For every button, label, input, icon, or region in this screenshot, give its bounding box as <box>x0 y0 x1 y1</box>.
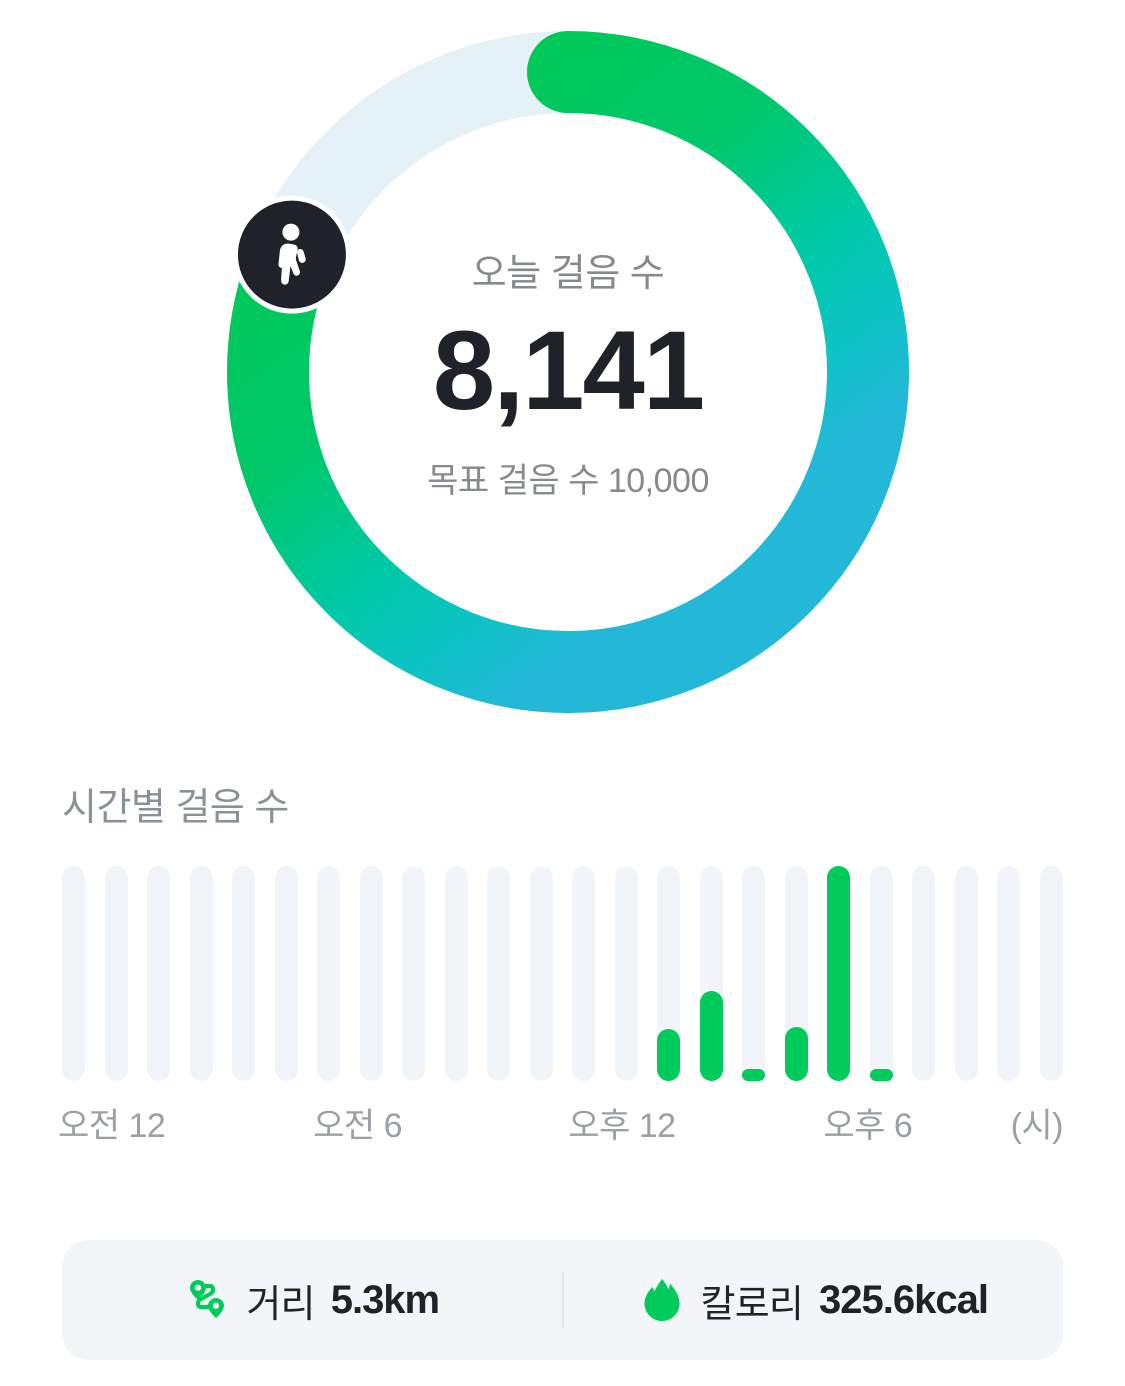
hourly-chart-title: 시간별 걸음 수 <box>62 787 289 829</box>
hour-bar-23[interactable] <box>1039 866 1063 1081</box>
steps-progress-ring[interactable]: 오늘 걸음 수 8,141 목표 걸음 수 10,000 <box>218 22 918 722</box>
bar-track <box>997 866 1021 1081</box>
bar-track <box>572 866 596 1081</box>
bar-fill <box>657 1028 681 1081</box>
hour-bar-16[interactable] <box>742 866 766 1081</box>
bar-fill <box>784 1027 808 1081</box>
hour-bar-17[interactable] <box>784 866 808 1081</box>
bar-track <box>232 866 256 1081</box>
bar-track <box>274 866 298 1081</box>
hour-bar-21[interactable] <box>954 866 978 1081</box>
steps-value: 8,141 <box>432 308 705 433</box>
distance-label: 거리 <box>246 1283 315 1326</box>
hour-bar-12[interactable] <box>572 866 596 1081</box>
axis-label-18: 오후 6 <box>823 1107 913 1145</box>
bar-fill <box>827 866 851 1081</box>
axis-unit-label: (시) <box>1010 1107 1064 1145</box>
hour-bar-8[interactable] <box>402 866 426 1081</box>
route-pin-icon <box>184 1277 230 1323</box>
bar-fill <box>699 991 723 1081</box>
steps-goal: 목표 걸음 수 10,000 <box>427 462 709 500</box>
hour-bar-3[interactable] <box>189 866 213 1081</box>
hour-bar-0[interactable] <box>62 866 85 1081</box>
stats-divider <box>561 1272 564 1328</box>
hour-bar-2[interactable] <box>147 866 171 1081</box>
hour-bar-20[interactable] <box>912 866 936 1081</box>
hour-bar-22[interactable] <box>997 866 1021 1081</box>
bar-track <box>742 866 766 1081</box>
bar-track <box>104 866 128 1081</box>
bar-track <box>954 866 978 1081</box>
hour-bar-5[interactable] <box>274 866 298 1081</box>
steps-label: 오늘 걸음 수 <box>471 253 665 295</box>
hour-bar-14[interactable] <box>657 866 681 1081</box>
ring-progress-arc <box>227 31 909 713</box>
bar-fill <box>869 1069 893 1081</box>
bar-track <box>869 866 893 1081</box>
hour-bar-9[interactable] <box>444 866 468 1081</box>
bar-track <box>912 866 936 1081</box>
hourly-bar-chart[interactable] <box>62 866 1063 1081</box>
calories-value: 325.6kcal <box>819 1277 989 1322</box>
bar-track <box>1039 866 1063 1081</box>
distance-value: 5.3km <box>330 1277 440 1322</box>
bar-track <box>317 866 341 1081</box>
bar-track <box>402 866 426 1081</box>
ring-center-readout: 오늘 걸음 수 8,141 목표 걸음 수 10,000 <box>218 22 918 722</box>
steps-ring-section: 오늘 걸음 수 8,141 목표 걸음 수 10,000 <box>218 22 918 722</box>
walking-person-icon <box>278 223 306 285</box>
axis-label-12: 오후 12 <box>568 1107 676 1145</box>
axis-label-0: 오전 12 <box>58 1107 166 1145</box>
hour-bar-1[interactable] <box>104 866 128 1081</box>
bar-track <box>487 866 511 1081</box>
hourly-axis: 오전 12 오전 6 오후 12 오후 6 (시) <box>58 1098 1064 1148</box>
hour-bar-11[interactable] <box>529 866 553 1081</box>
bar-track <box>62 866 85 1081</box>
hour-bar-19[interactable] <box>869 866 893 1081</box>
calories-stat[interactable]: 칼로리 325.6kcal <box>564 1273 1064 1328</box>
bar-track <box>657 866 681 1081</box>
bar-track <box>614 866 638 1081</box>
hour-bar-18[interactable] <box>827 866 851 1081</box>
flame-icon <box>639 1277 685 1323</box>
bar-track <box>529 866 553 1081</box>
bar-track <box>147 866 171 1081</box>
axis-label-6: 오전 6 <box>313 1107 403 1145</box>
bar-track <box>444 866 468 1081</box>
bar-track <box>359 866 383 1081</box>
distance-stat[interactable]: 거리 5.3km <box>62 1273 562 1328</box>
hour-bar-15[interactable] <box>699 866 723 1081</box>
hour-bar-13[interactable] <box>614 866 638 1081</box>
hour-bar-7[interactable] <box>359 866 383 1081</box>
bar-track <box>189 866 213 1081</box>
walking-marker[interactable] <box>232 195 351 314</box>
calories-label: 칼로리 <box>700 1283 804 1326</box>
hour-bar-4[interactable] <box>232 866 256 1081</box>
summary-stats-card: 거리 5.3km 칼로리 325.6kcal <box>62 1240 1063 1360</box>
bar-fill <box>742 1069 766 1081</box>
ring-svg <box>227 31 909 713</box>
hour-bar-10[interactable] <box>487 866 511 1081</box>
hour-bar-6[interactable] <box>317 866 341 1081</box>
